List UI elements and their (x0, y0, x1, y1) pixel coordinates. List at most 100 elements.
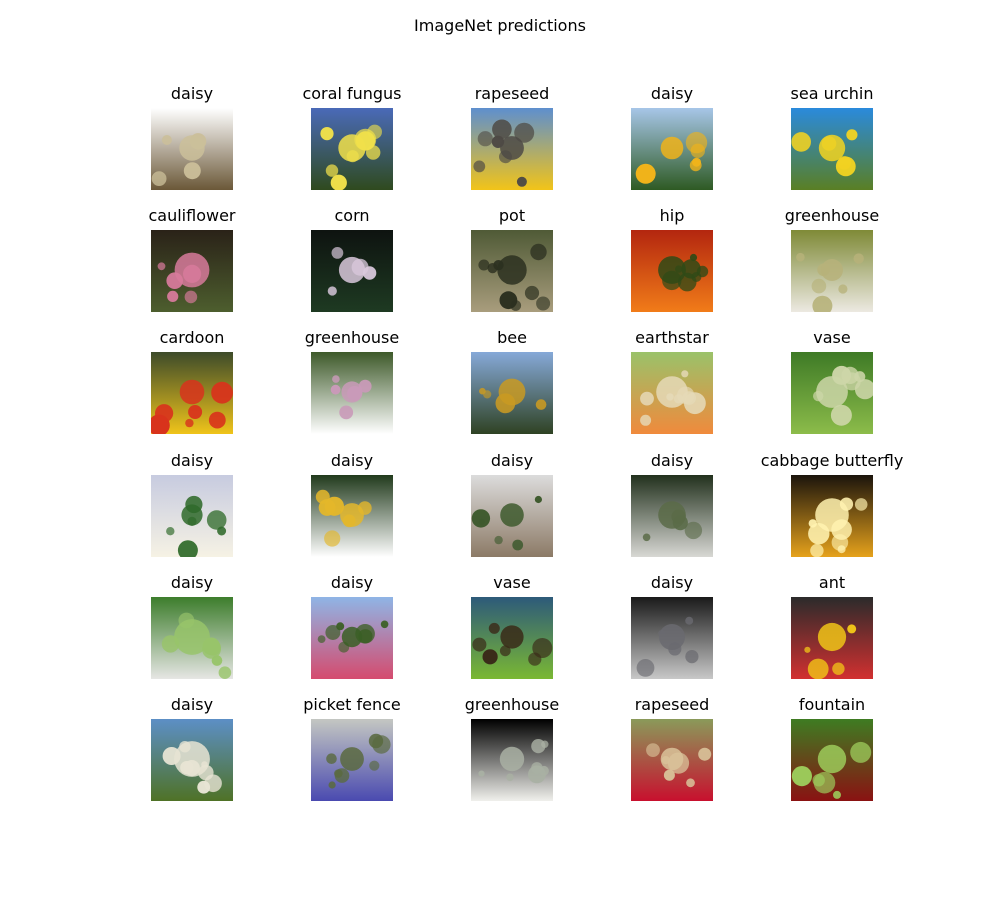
prediction-cell: hip (592, 204, 752, 326)
rose-photo-print-image (151, 108, 233, 190)
sunflower-field-image (631, 108, 713, 190)
prediction-cell: greenhouse (272, 326, 432, 448)
prediction-label: bee (497, 328, 527, 348)
white-daisy-image (311, 474, 393, 557)
prediction-cell: rapeseed (432, 82, 592, 204)
thumbnail-image (471, 352, 553, 435)
prediction-label: daisy (650, 572, 694, 592)
sunflowers-sky-image (471, 352, 553, 435)
orange-flowers-image (631, 230, 713, 313)
prediction-cell: pot (432, 204, 592, 326)
prediction-label: vase (493, 572, 531, 592)
thumbnail-image (631, 718, 713, 801)
prediction-cell: cabbage butterfly (752, 449, 912, 571)
prediction-label: corn (334, 206, 370, 226)
prediction-label: ant (818, 572, 846, 592)
prediction-cell: ant (752, 571, 912, 693)
prediction-label: greenhouse (784, 206, 880, 226)
prediction-label: vase (813, 328, 851, 348)
prediction-cell: daisy (112, 449, 272, 571)
thumbnail-image (471, 596, 553, 679)
prediction-cell: daisy (592, 571, 752, 693)
figure-title: ImageNet predictions (414, 16, 586, 35)
prediction-cell: fountain (752, 693, 912, 815)
white-roses-black-image (471, 718, 553, 801)
prediction-label: pot (498, 206, 526, 226)
prediction-cell: daisy (112, 693, 272, 815)
orange-tulips-image (631, 352, 713, 435)
flower-pot-vignette-image (151, 230, 233, 313)
thumbnail-image (631, 108, 713, 190)
prediction-label: daisy (170, 572, 214, 592)
bench-tulips-image (311, 352, 393, 435)
prediction-cell: daisy (112, 571, 272, 693)
thumbnail-image (791, 474, 873, 557)
prediction-cell: daisy (112, 82, 272, 204)
thumbnail-image (151, 474, 233, 557)
prediction-cell: daisy (272, 449, 432, 571)
prediction-label: daisy (330, 572, 374, 592)
prediction-label: daisy (330, 450, 374, 470)
red-rose-image (631, 718, 713, 801)
prediction-label: rapeseed (474, 84, 550, 103)
thumbnail-image (151, 108, 233, 190)
thumbnail-image (151, 596, 233, 679)
prediction-cell: daisy (592, 449, 752, 571)
prediction-cell: coral fungus (272, 82, 432, 204)
people-garden-image (471, 230, 553, 313)
prediction-label: daisy (170, 694, 214, 714)
prediction-grid: daisy coral fungus rapeseed daisy sea urchin… (112, 82, 912, 815)
prediction-label: daisy (170, 84, 214, 103)
thumbnail-image (471, 108, 553, 190)
yellow-flowers-image (311, 108, 393, 190)
thumbnail-image (151, 352, 233, 435)
thumbnail-image (631, 230, 713, 313)
prediction-label: rapeseed (634, 694, 710, 714)
thumbnail-image (151, 230, 233, 313)
sunflower-closeup-image (471, 596, 553, 679)
prediction-label: greenhouse (464, 694, 560, 714)
memorial-cross-image (471, 474, 553, 557)
prediction-cell: daisy (272, 571, 432, 693)
marching-band-image (631, 596, 713, 679)
prediction-cell: daisy (592, 82, 752, 204)
prediction-cell: cardoon (112, 326, 272, 448)
prediction-label: coral fungus (302, 84, 402, 103)
prediction-label: cardoon (159, 328, 225, 348)
prediction-label: earthstar (635, 328, 709, 348)
dandelion-clock-image (151, 596, 233, 679)
prediction-cell: vase (752, 326, 912, 448)
thumbnail-image (311, 352, 393, 435)
thumbnail-image (791, 230, 873, 313)
thumbnail-image (631, 596, 713, 679)
tulip-rows-image (151, 352, 233, 435)
thumbnail-image (151, 718, 233, 801)
prediction-label: daisy (650, 84, 694, 103)
thumbnail-image (471, 230, 553, 313)
thumbnail-image (311, 108, 393, 190)
thumbnail-image (311, 596, 393, 679)
prediction-label: hip (659, 206, 685, 226)
prediction-label: greenhouse (304, 328, 400, 348)
prediction-label: fountain (798, 694, 866, 714)
thumbnail-image (311, 230, 393, 313)
prediction-label: cauliflower (148, 206, 236, 226)
dandelion-seedhead-image (791, 230, 873, 313)
dandelion-dark-green-image (631, 474, 713, 557)
thumbnail-image (791, 108, 873, 190)
prediction-cell: vase (432, 571, 592, 693)
thumbnail-image (791, 718, 873, 801)
prediction-label: daisy (650, 450, 694, 470)
prediction-cell: cauliflower (112, 204, 272, 326)
red-sunflower-image (791, 718, 873, 801)
prediction-cell: rapeseed (592, 693, 752, 815)
thumbnail-image (791, 352, 873, 435)
dandelions-field-image (151, 718, 233, 801)
thumbnail-image (631, 474, 713, 557)
prediction-label: daisy (490, 450, 534, 470)
prediction-cell: sea urchin (752, 82, 912, 204)
prediction-cell: corn (272, 204, 432, 326)
prediction-label: picket fence (303, 694, 401, 714)
thumbnail-image (791, 596, 873, 679)
glasshouse-lavender-image (311, 718, 393, 801)
